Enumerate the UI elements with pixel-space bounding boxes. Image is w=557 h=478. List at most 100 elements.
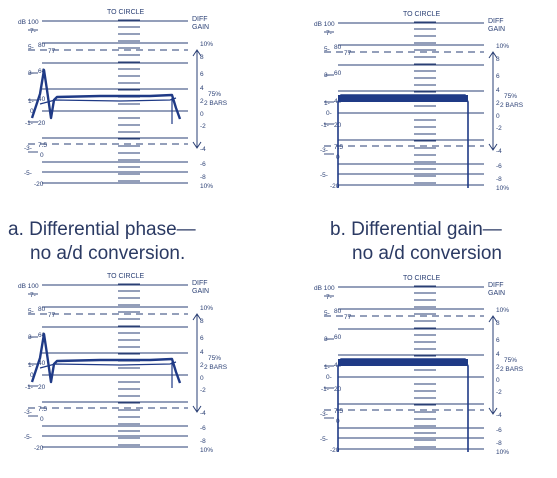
right-label: -6: [496, 163, 502, 170]
right-label: -2: [496, 389, 502, 396]
left-label: 3-: [324, 72, 330, 79]
left-label: 60: [334, 70, 342, 77]
right-label: 0: [200, 375, 204, 382]
right-label: -4: [200, 410, 206, 417]
bracket-arrow-bottom: [488, 143, 498, 151]
right-label: -8: [200, 174, 206, 181]
left-label: -1-: [25, 384, 33, 391]
right-label: 0: [496, 113, 500, 120]
gain-trace-outline: [337, 358, 469, 452]
left-label: -20: [34, 181, 44, 188]
left-label: -3-: [24, 409, 32, 416]
diff-gain-label: GAIN: [192, 24, 209, 31]
right-label: 10%: [496, 185, 509, 192]
right-label: 2: [200, 362, 204, 369]
phase-trace-secondary: [39, 97, 177, 105]
right-label: -6: [200, 425, 206, 432]
left-label: 0-: [30, 372, 36, 379]
left-label: dB 100: [18, 19, 39, 26]
bracket-arrow-top: [488, 315, 498, 323]
left-label: dB 100: [18, 283, 39, 290]
to-circle-label: TO CIRCLE: [107, 273, 145, 280]
right-label: 6: [200, 335, 204, 342]
right-label: 10%: [200, 183, 213, 190]
right-label: 10%: [200, 305, 213, 312]
left-label: 1-: [324, 364, 330, 371]
left-label: -5-: [320, 172, 328, 179]
bracket-arrow-bottom: [192, 141, 202, 149]
right-label: 4: [496, 351, 500, 358]
left-label: 5-: [28, 308, 34, 315]
right-label: -6: [200, 161, 206, 168]
bars-label: 2 BARS: [500, 366, 524, 373]
right-label: 0: [496, 377, 500, 384]
left-label: 80: [38, 42, 46, 49]
left-label: dB 100: [314, 21, 335, 28]
diff-gain-label: GAIN: [192, 288, 209, 295]
to-circle-label: TO CIRCLE: [403, 275, 441, 282]
right-label: 4: [496, 87, 500, 94]
left-label: 60: [38, 68, 46, 75]
bars-label: 75%: [504, 357, 517, 364]
diff-gain-label: DIFF: [192, 16, 208, 23]
left-label: 0: [40, 416, 44, 423]
diff-gain-label: DIFF: [488, 18, 504, 25]
bars-label: 2 BARS: [500, 102, 524, 109]
left-label: 7-: [326, 30, 332, 37]
left-label: 1-: [324, 100, 330, 107]
phase-trace: [30, 68, 182, 120]
right-label: -6: [496, 427, 502, 434]
caption-a: a. Differential phase— no a/d conversion…: [8, 218, 196, 266]
right-label: 8: [496, 320, 500, 327]
right-label: -8: [200, 438, 206, 445]
left-label: -3-: [320, 411, 328, 418]
bars-label: 75%: [208, 91, 221, 98]
left-label: -1-: [321, 386, 329, 393]
right-label: 4: [200, 349, 204, 356]
center-graticule: [414, 21, 436, 184]
diff-gain-label: GAIN: [488, 290, 505, 297]
left-label: -5-: [24, 434, 32, 441]
right-label: 8: [496, 56, 500, 63]
phase-trace-secondary: [39, 361, 177, 369]
right-label: 6: [496, 337, 500, 344]
left-label: -1-: [25, 120, 33, 127]
left-label: dB 100: [314, 285, 335, 292]
right-label: -2: [496, 125, 502, 132]
caption-b-line2: no a/d conversion: [352, 243, 502, 264]
bars-label: 2 BARS: [204, 364, 228, 371]
left-label: 7-: [30, 292, 36, 299]
left-label: 5-: [28, 44, 34, 51]
bracket-arrow-bottom: [192, 405, 202, 413]
left-label: 20: [38, 384, 46, 391]
bracket-arrow-top: [192, 313, 202, 321]
right-label: -4: [496, 148, 502, 155]
left-label: -20: [330, 183, 340, 190]
right-label: -4: [200, 146, 206, 153]
right-label: 2: [496, 100, 500, 107]
right-label: 10%: [200, 447, 213, 454]
left-label: 20: [38, 120, 46, 127]
left-label: 3-: [28, 334, 34, 341]
left-label: 0-: [30, 108, 36, 115]
left-label: 60: [334, 334, 342, 341]
left-label: 40: [38, 360, 46, 367]
left-label: 77: [344, 314, 352, 321]
right-label: 6: [496, 73, 500, 80]
right-label: -2: [200, 123, 206, 130]
right-label: 0: [200, 111, 204, 118]
diff-gain-label: DIFF: [488, 282, 504, 289]
left-label: 3-: [28, 70, 34, 77]
right-label: -2: [200, 387, 206, 394]
left-label: 0-: [326, 110, 332, 117]
phase-trace: [30, 332, 182, 384]
caption-a-line1: a. Differential phase—: [8, 219, 196, 240]
to-circle-label: TO CIRCLE: [403, 11, 441, 18]
right-label: -8: [496, 440, 502, 447]
left-label: 77: [48, 48, 56, 55]
left-label: 77: [344, 50, 352, 57]
right-label: 2: [496, 364, 500, 371]
left-label: 40: [38, 96, 46, 103]
bracket-arrow-top: [192, 49, 202, 57]
